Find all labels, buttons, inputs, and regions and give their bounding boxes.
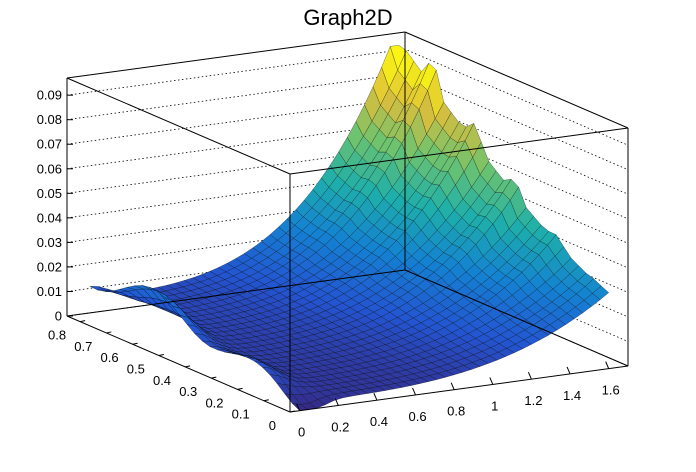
- grid-line: [66, 48, 629, 146]
- y-tick: [158, 354, 164, 357]
- y-tick: [263, 399, 269, 402]
- y-tick-label: 0.5: [127, 362, 145, 377]
- frame-edge: [404, 31, 629, 129]
- y-axis: 0 0.1 0.2 0.3 0.4 0.5 0.6 0.7 0.8: [48, 320, 296, 433]
- x-tick-label: 0.2: [331, 419, 349, 434]
- x-tick-label: 0.4: [370, 414, 388, 429]
- x-tick: [527, 371, 532, 380]
- x-tick-label: 0.8: [447, 404, 465, 419]
- x-tick: [412, 387, 417, 396]
- y-tick-label: 0.3: [179, 384, 197, 399]
- z-tick-label: 0.05: [37, 186, 62, 201]
- y-tick-label: 0.8: [48, 328, 66, 343]
- y-tick-label: 0.1: [232, 407, 250, 422]
- x-tick: [605, 361, 610, 369]
- x-tick: [296, 403, 301, 411]
- frame-edge: [289, 365, 629, 413]
- z-tick-label: 0.07: [37, 137, 62, 152]
- y-tick: [106, 331, 112, 334]
- y-tick: [211, 376, 217, 379]
- x-tick-label: 1.4: [563, 388, 581, 403]
- z-tick-label: 0.02: [37, 259, 62, 274]
- frame-edge: [289, 127, 629, 175]
- y-tick-label: 0: [269, 418, 276, 433]
- y-tick-label: 0.2: [205, 395, 223, 410]
- frame-edge: [66, 77, 291, 175]
- z-tick-label: 0.06: [37, 161, 62, 176]
- chart-title: Graph2D: [303, 5, 392, 30]
- frame-edge: [66, 315, 291, 413]
- z-tick-label: 0.01: [37, 284, 62, 299]
- x-tick: [450, 382, 455, 390]
- x-tick-label: 1.2: [524, 393, 542, 408]
- y-tick: [289, 410, 296, 413]
- z-tick-label: 0.08: [37, 112, 62, 127]
- z-tick-label: 0.04: [37, 210, 62, 225]
- x-axis: 0 0.2 0.4 0.6 0.8 1 1.2 1.4 1.6: [296, 361, 620, 440]
- surface-cell: [592, 285, 609, 300]
- axes-frame: [66, 31, 629, 413]
- y-tick-label: 0.4: [153, 373, 171, 388]
- x-tick: [489, 377, 494, 385]
- surface-mesh: [89, 45, 609, 411]
- z-tick-label: 0.03: [37, 235, 62, 250]
- frame-edge: [66, 269, 406, 317]
- x-tick-label: 1: [491, 398, 498, 413]
- z-tick-label: 0.09: [37, 88, 62, 103]
- x-tick-label: 0.6: [409, 409, 427, 424]
- y-tick: [132, 342, 138, 345]
- x-tick-label: 0: [298, 425, 305, 440]
- x-tick: [334, 398, 339, 406]
- z-tick-label: 0: [55, 309, 62, 324]
- z-axis: 0 0.01 0.02 0.03 0.04 0.05 0.06 0.07 0.08 0.09: [37, 88, 73, 324]
- y-tick-label: 0.6: [101, 350, 119, 365]
- y-tick-label: 0.7: [74, 339, 92, 354]
- frame-edge: [66, 31, 406, 79]
- y-tick: [80, 320, 86, 323]
- y-tick: [184, 365, 191, 368]
- frame-edge: [404, 269, 629, 367]
- x-tick: [373, 392, 378, 401]
- x-tick-label: 1.6: [602, 383, 620, 398]
- x-tick: [566, 366, 571, 375]
- y-tick: [237, 387, 243, 390]
